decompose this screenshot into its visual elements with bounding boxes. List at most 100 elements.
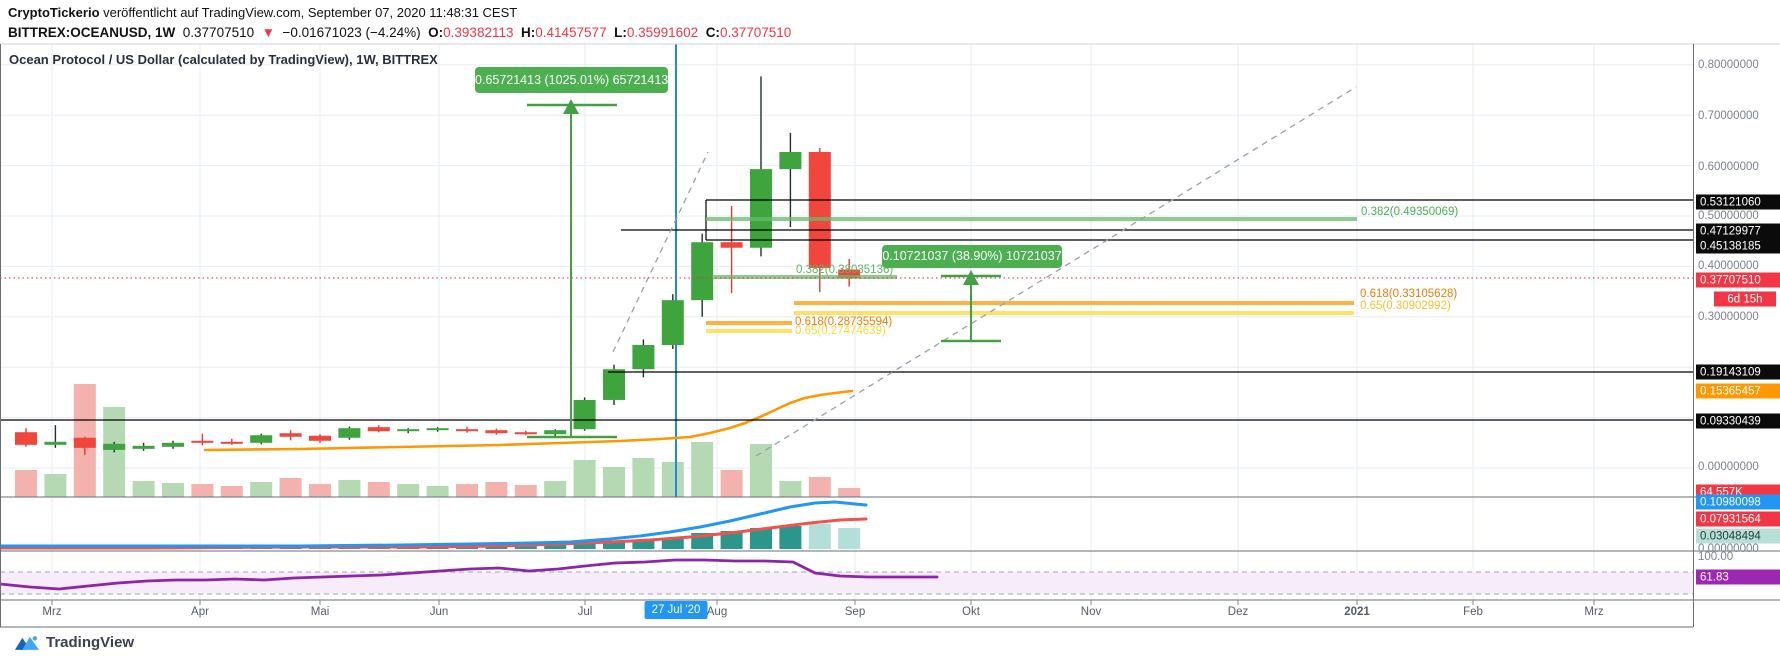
- close-label: C:: [705, 25, 720, 40]
- candle-body: [15, 432, 37, 445]
- volume-bar: [603, 467, 625, 497]
- fib-label-0618-b[interactable]: 0.618(0.28735594): [795, 316, 893, 328]
- price-axis-label: 0.19143109: [1696, 364, 1780, 380]
- price-change: −0.01671023 (−4.24%): [282, 25, 421, 40]
- close-value: 0.37707510: [719, 25, 792, 40]
- fib-label-0382-a[interactable]: 0.382(0.49350069): [1361, 206, 1459, 218]
- candle-body: [73, 437, 96, 448]
- candle-body: [603, 369, 625, 400]
- volume-bar: [691, 442, 714, 497]
- fib-label-065-a[interactable]: 0.65(0.30902992): [1360, 300, 1451, 312]
- candle-body: [132, 445, 155, 449]
- pane2-histogram-bar: [661, 539, 684, 549]
- pane2-blue-line: [0, 500, 868, 548]
- candle-body: [808, 151, 831, 268]
- measure-arrowhead-up-icon: [563, 99, 579, 114]
- price-range-label-38pct[interactable]: 0.10721037 (38.90%) 10721037: [882, 245, 1062, 268]
- fib-label-065-b[interactable]: 0.65(0.27474639): [795, 325, 886, 337]
- volume-bar: [720, 470, 743, 497]
- time-axis-label: Mrz: [42, 606, 62, 618]
- price-axis-label: 0.10980098: [1696, 494, 1780, 510]
- time-axis-label: Apr: [191, 606, 209, 618]
- volume-bar: [661, 462, 684, 497]
- chart-legend-title[interactable]: Ocean Protocol / US Dollar (calculated b…: [9, 52, 438, 67]
- pane2-histogram-bar: [779, 526, 802, 549]
- candle-body: [632, 345, 655, 370]
- price-range-label-1025pct[interactable]: 0.65721413 (1025.01%) 65721413: [475, 67, 668, 93]
- last-price: 0.37707510: [182, 25, 255, 40]
- open-label: O:: [428, 25, 444, 40]
- pane2-histogram-bar: [603, 541, 625, 549]
- price-axis-label: 0.80000000: [1698, 59, 1759, 71]
- candle-body: [191, 440, 214, 443]
- candle-body: [426, 428, 449, 431]
- volume-bar: [191, 484, 214, 497]
- pane2-histogram-bar: [632, 540, 655, 549]
- volume-bar: [15, 470, 37, 497]
- time-axis-label: Okt: [962, 606, 980, 618]
- pane2-histogram-bar: [720, 531, 743, 549]
- volume-bar: [544, 481, 567, 497]
- volume-bar: [779, 481, 802, 497]
- candle-body: [750, 169, 772, 248]
- volume-bar: [162, 483, 184, 497]
- high-value: 0.41457577: [535, 25, 607, 40]
- volume-bar: [514, 485, 537, 497]
- publisher-name: CryptoTickerio: [8, 5, 100, 20]
- fib-label-0382-b[interactable]: 0.382(0.38035136): [796, 264, 894, 276]
- tradingview-watermark[interactable]: TradingView: [14, 634, 134, 651]
- time-axis-label: Jun: [429, 606, 449, 618]
- candle-body: [514, 432, 537, 435]
- price-axis-label: 100.00: [1698, 551, 1734, 563]
- candle-body: [367, 427, 390, 432]
- open-value: 0.39382113: [443, 25, 514, 40]
- volume-bar: [279, 478, 302, 497]
- candle-body: [44, 441, 67, 445]
- time-axis-label: Dez: [1227, 606, 1249, 618]
- price-axis-label: 0.00000000: [1698, 461, 1759, 473]
- volume-bar: [456, 484, 478, 497]
- price-axis-label: 0.50000000: [1698, 210, 1759, 222]
- price-axis-label: 0.37707510: [1696, 272, 1780, 288]
- price-axis-label: 0.03048494: [1696, 528, 1780, 544]
- time-axis[interactable]: Mrz Apr Mai Jun Jul Aug Sep Okt Nov Dez 2021 Feb Mrz…: [0, 600, 1780, 627]
- candle-body: [250, 435, 273, 443]
- volume-bar: [808, 477, 831, 497]
- price-axis-label: 0.53121060: [1696, 194, 1780, 210]
- pane2-histogram-bar: [750, 528, 772, 549]
- pane2-histogram-bar: [544, 544, 567, 549]
- price-axis-label: 0.00000000: [1698, 543, 1759, 555]
- ma-line-orange: [203, 389, 854, 452]
- symbol-name: BITTREX:OCEANUSD, 1W: [8, 25, 176, 40]
- candle-body: [485, 430, 508, 434]
- publish-text: veröffentlicht auf TradingView.com, Sept…: [99, 5, 518, 20]
- volume-bar: [220, 486, 243, 497]
- tradingview-logo-icon: [14, 636, 40, 650]
- dashed-trendline: [612, 151, 709, 353]
- tradingview-wordmark: TradingView: [46, 634, 135, 651]
- rsi-line: [0, 558, 939, 591]
- price-axis[interactable]: 0.80000000 0.70000000 0.60000000 0.53121060…: [1694, 44, 1780, 627]
- volume-bar: [338, 480, 361, 497]
- candle-body: [544, 430, 567, 435]
- price-axis-label: 0.45138185: [1696, 238, 1780, 254]
- candle-body: [338, 428, 361, 438]
- pane2-histogram-bar: [514, 545, 537, 549]
- volume-bar: [573, 460, 596, 497]
- candle-body: [309, 435, 331, 441]
- time-axis-label: 2021: [1344, 606, 1370, 618]
- time-axis-label: Jul: [577, 606, 593, 618]
- candle-body: [220, 441, 243, 444]
- time-axis-label: Feb: [1463, 606, 1483, 618]
- volume-bar: [426, 486, 449, 497]
- fib-label-0618-a[interactable]: 0.618(0.33105628): [1360, 288, 1458, 300]
- candle-body: [162, 442, 184, 447]
- price-axis-label: 61.83: [1696, 569, 1780, 585]
- time-axis-label: Mrz: [1584, 606, 1604, 618]
- time-axis-label: Mai: [310, 606, 330, 618]
- price-axis-label: 0.15365457: [1696, 383, 1780, 399]
- time-axis-label: Sep: [844, 606, 866, 618]
- candle-body: [691, 242, 714, 301]
- volume-bar: [485, 482, 508, 497]
